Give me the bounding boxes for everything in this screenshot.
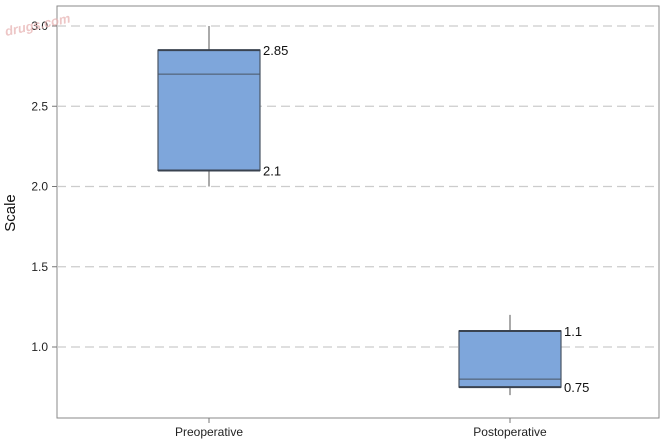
plot-area bbox=[56, 5, 660, 419]
box-preoperative: 2.85 2.1 bbox=[157, 26, 288, 187]
boxes: 2.85 2.1 1.1 0.75 bbox=[157, 26, 589, 396]
box-postoperative: 1.1 0.75 bbox=[458, 314, 589, 396]
y-tick-label: 2.0 bbox=[31, 180, 48, 194]
y-tick-label: 3.0 bbox=[31, 19, 48, 33]
q1-label: 2.1 bbox=[263, 163, 281, 178]
y-axis-title: Scale bbox=[2, 194, 19, 232]
x-tick-label: Preoperative bbox=[175, 425, 243, 439]
y-tick-label: 1.5 bbox=[31, 260, 48, 274]
q1-label: 0.75 bbox=[564, 380, 589, 395]
y-tick-label: 1.0 bbox=[31, 340, 48, 354]
q3-label: 1.1 bbox=[564, 324, 582, 339]
x-axis-ticks: Preoperative Postoperative bbox=[175, 418, 547, 439]
iqr-box bbox=[157, 49, 261, 172]
y-axis-ticks: 1.0 1.5 2.0 2.5 3.0 bbox=[31, 19, 57, 354]
grid-lines bbox=[57, 25, 659, 348]
q3-label: 2.85 bbox=[263, 43, 288, 58]
x-tick-label: Postoperative bbox=[473, 425, 547, 439]
y-tick-label: 2.5 bbox=[31, 99, 48, 113]
